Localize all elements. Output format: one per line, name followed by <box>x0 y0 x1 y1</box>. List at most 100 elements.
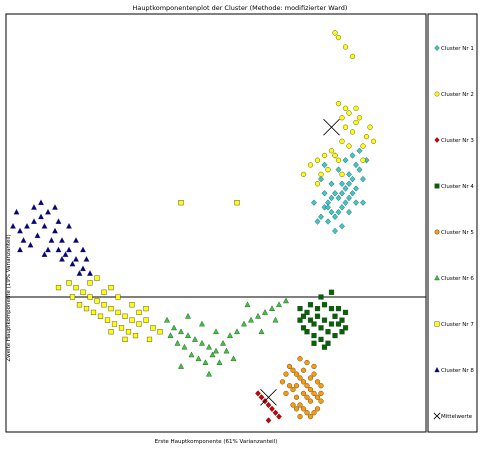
data-point-cluster-6-11 <box>241 320 247 327</box>
data-point-cluster-7-14 <box>69 294 76 300</box>
data-point-cluster-6-25 <box>216 359 223 365</box>
data-point-cluster-8-25 <box>31 204 37 210</box>
data-point-cluster-7-21 <box>118 325 125 331</box>
data-point-cluster-4-21 <box>307 302 314 308</box>
data-point-cluster-8-29 <box>17 246 23 253</box>
data-point-cluster-8-5 <box>52 227 58 234</box>
data-point-cluster-6-18 <box>167 332 174 338</box>
legend-marker-8 <box>434 366 440 373</box>
data-point-cluster-8-1 <box>24 222 30 229</box>
data-point-cluster-2-20 <box>314 157 321 163</box>
data-point-cluster-4-15 <box>311 332 317 339</box>
data-point-cluster-7-30 <box>122 336 128 343</box>
data-point-cluster-7-22 <box>125 329 132 335</box>
data-point-cluster-1-36 <box>325 204 331 211</box>
data-point-cluster-1-9 <box>349 175 356 183</box>
data-point-cluster-1-13 <box>332 213 338 220</box>
data-point-cluster-8-24 <box>45 246 51 253</box>
legend-frame <box>427 13 478 433</box>
data-point-cluster-4-22 <box>314 305 321 312</box>
data-point-cluster-5-15 <box>307 413 314 420</box>
data-point-cluster-4-25 <box>335 321 342 327</box>
data-point-cluster-8-32 <box>80 246 86 253</box>
data-point-cluster-3-3 <box>269 405 275 413</box>
data-point-cluster-2-19 <box>321 152 328 159</box>
data-point-cluster-1-29 <box>360 199 366 206</box>
data-point-cluster-6-5 <box>199 339 205 346</box>
data-point-cluster-5-16 <box>311 371 317 377</box>
data-point-cluster-5-29 <box>297 413 303 420</box>
data-point-cluster-6-27 <box>185 312 191 319</box>
data-point-cluster-7-19 <box>104 317 111 323</box>
data-point-cluster-8-18 <box>69 260 76 267</box>
data-point-cluster-7-18 <box>97 313 104 319</box>
data-point-cluster-1-16 <box>353 185 359 192</box>
data-point-cluster-2-24 <box>318 171 324 177</box>
data-point-cluster-7-15 <box>76 302 83 308</box>
legend-label-1: Cluster Nr 1 <box>441 46 474 52</box>
data-point-cluster-3-6 <box>276 413 282 420</box>
data-point-cluster-4-26 <box>342 325 349 331</box>
data-point-cluster-2-27 <box>353 105 359 111</box>
data-point-cluster-2-0 <box>332 30 338 36</box>
data-point-cluster-1-0 <box>318 213 324 220</box>
data-point-cluster-2-17 <box>328 148 335 154</box>
data-point-cluster-2-6 <box>346 110 352 116</box>
data-point-cluster-7-13 <box>157 329 163 335</box>
data-point-cluster-4-20 <box>300 325 307 331</box>
data-point-cluster-1-34 <box>353 199 359 206</box>
data-point-cluster-6-29 <box>213 328 219 335</box>
data-point-cluster-2-3 <box>349 53 356 60</box>
data-point-cluster-2-2 <box>342 44 349 50</box>
data-point-cluster-5-19 <box>286 383 293 389</box>
data-point-cluster-4-12 <box>339 317 345 323</box>
data-point-cluster-5-5 <box>304 383 310 389</box>
data-point-cluster-8-26 <box>59 255 65 262</box>
legend-marker-2 <box>434 91 440 97</box>
data-point-cluster-2-28 <box>339 171 345 177</box>
data-point-cluster-6-35 <box>272 316 279 323</box>
data-point-cluster-3-4 <box>272 409 279 416</box>
data-point-cluster-8-19 <box>76 270 83 276</box>
data-point-cluster-3-2 <box>265 401 272 409</box>
data-point-cluster-5-36 <box>307 375 314 381</box>
data-point-cluster-4-14 <box>304 329 310 335</box>
data-point-cluster-1-5 <box>335 194 342 202</box>
data-point-cluster-7-35 <box>136 309 142 316</box>
data-point-cluster-1-30 <box>342 199 349 206</box>
data-point-cluster-2-7 <box>349 129 356 135</box>
data-point-cluster-5-17 <box>314 379 321 385</box>
data-point-cluster-1-4 <box>332 190 338 197</box>
data-point-cluster-8-31 <box>55 218 62 224</box>
data-point-cluster-1-26 <box>332 227 338 235</box>
data-point-cluster-4-2 <box>304 309 310 316</box>
data-point-cluster-4-0 <box>297 305 303 312</box>
data-point-cluster-6-17 <box>283 297 289 304</box>
data-point-cluster-4-4 <box>311 321 317 327</box>
legend-marker-3 <box>434 137 440 143</box>
data-point-cluster-7-29 <box>108 329 114 335</box>
data-point-cluster-1-20 <box>342 157 349 164</box>
data-point-cluster-2-29 <box>314 181 321 187</box>
data-point-cluster-7-4 <box>94 298 100 304</box>
data-point-cluster-8-12 <box>27 241 34 248</box>
data-point-cluster-4-18 <box>332 332 338 339</box>
data-point-cluster-2-5 <box>342 124 349 130</box>
data-point-cluster-1-31 <box>335 208 342 216</box>
data-point-cluster-2-4 <box>339 115 345 121</box>
data-point-cluster-5-31 <box>311 410 317 416</box>
data-point-cluster-5-24 <box>314 406 321 412</box>
series-cluster-8 <box>10 199 93 276</box>
data-point-cluster-6-26 <box>223 347 230 354</box>
data-point-cluster-8-8 <box>73 255 79 262</box>
data-point-cluster-5-3 <box>297 375 303 381</box>
data-point-cluster-4-7 <box>321 317 328 323</box>
data-point-cluster-6-20 <box>181 343 188 350</box>
legend-label-5: Cluster Nr 5 <box>441 230 474 236</box>
data-point-cluster-8-21 <box>38 199 44 206</box>
data-point-cluster-2-15 <box>339 138 345 144</box>
data-point-cluster-1-21 <box>328 180 335 187</box>
data-point-cluster-5-23 <box>307 398 314 404</box>
data-point-cluster-7-24 <box>87 280 93 286</box>
